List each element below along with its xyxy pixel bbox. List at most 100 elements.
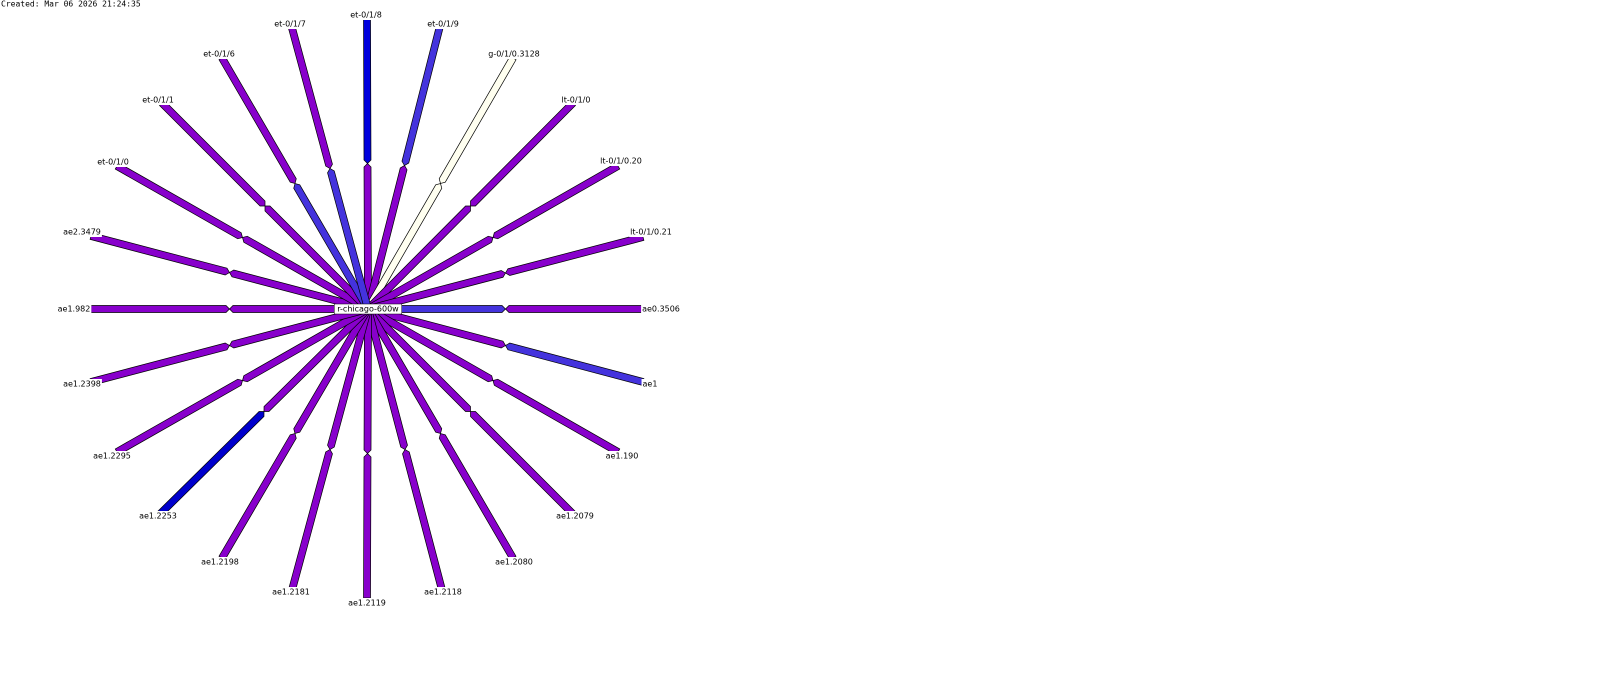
link-label-box xyxy=(138,511,178,521)
link-label-box xyxy=(423,587,463,597)
link-label-group: ae1.2198 xyxy=(200,557,240,567)
link-label-group: et-0/1/0 xyxy=(96,157,130,167)
link-label: ae1.2181 xyxy=(272,588,310,597)
link-arrow xyxy=(157,411,265,517)
link-label-box xyxy=(560,95,592,105)
link-label-group: ae1.2181 xyxy=(271,587,311,597)
link-label: ae0.3506 xyxy=(642,305,680,314)
link-label: et-0/1/6 xyxy=(203,50,235,59)
link-label-group: ae1.2119 xyxy=(347,598,387,608)
link-label-box xyxy=(273,19,307,29)
link-label-box xyxy=(641,379,659,389)
link-arrow xyxy=(492,378,621,456)
link-label: et-0/1/9 xyxy=(427,20,459,29)
link-label: et-0/1/1 xyxy=(142,96,174,105)
link-label-box xyxy=(629,227,673,237)
link-label: ae1.190 xyxy=(606,452,639,461)
link-arrow xyxy=(402,449,446,592)
link-label: ae1.982 xyxy=(58,305,91,314)
link-label-group: ae2.3479 xyxy=(62,227,102,237)
link-label-box xyxy=(487,49,541,59)
link-label-group: ae1.190 xyxy=(604,451,640,461)
link-label-group: et-0/1/1 xyxy=(141,95,175,105)
link-label: ae2.3479 xyxy=(63,228,101,237)
link-label-group: ae1 xyxy=(641,379,659,389)
link-arrow xyxy=(89,232,230,276)
link-label: et-0/1/8 xyxy=(350,11,382,20)
link-label: ae1.2295 xyxy=(93,452,131,461)
link-label-group: g-0/1/0.3128 xyxy=(487,49,541,59)
link-label: et-0/1/7 xyxy=(274,20,306,29)
link-label-group: ae0.3506 xyxy=(641,304,681,314)
created-stamp: Created: Mar 06 2026 21:24:35 xyxy=(1,0,141,9)
link-label-group: lt-0/1/0.21 xyxy=(629,227,673,237)
link-arrow xyxy=(505,305,644,313)
link-label: ae1.2080 xyxy=(495,558,533,567)
link-label-box xyxy=(202,49,236,59)
link-label: ae1.2118 xyxy=(424,588,462,597)
link-arrow xyxy=(90,305,230,313)
link-arrow xyxy=(114,162,243,240)
link-label-group: ae1.2295 xyxy=(92,451,132,461)
link-label-box xyxy=(494,557,534,567)
link-label-box xyxy=(599,156,643,166)
link-label-group: ae1.2398 xyxy=(62,379,102,389)
link-label: ae1.2398 xyxy=(63,380,101,389)
link-label-group: ae1.2080 xyxy=(494,557,534,567)
link-arrow xyxy=(114,378,243,456)
link-label: ae1.2079 xyxy=(556,512,594,521)
link-arrow xyxy=(492,162,621,240)
link-label-group: lt-0/1/0 xyxy=(560,95,592,105)
link-arrow xyxy=(470,411,576,517)
link-label: et-0/1/0 xyxy=(97,158,129,167)
link-label: lt-0/1/0 xyxy=(562,96,591,105)
link-label-box xyxy=(141,95,175,105)
link-arrow xyxy=(159,100,266,207)
link-arrow xyxy=(218,55,297,184)
link-label-group: lt-0/1/0.20 xyxy=(599,156,643,166)
node-label-group: r-chicago-600w xyxy=(334,303,402,315)
link-label-box xyxy=(426,19,460,29)
link-label: g-0/1/0.3128 xyxy=(488,50,540,59)
link-label-group: et-0/1/8 xyxy=(349,10,383,20)
link-label-box xyxy=(62,379,102,389)
link-label-box xyxy=(56,304,92,314)
link-arrow xyxy=(218,433,297,561)
link-arrow xyxy=(438,55,517,184)
link-label: lt-0/1/0.21 xyxy=(630,228,672,237)
link-label-box xyxy=(604,451,640,461)
link-label-box xyxy=(271,587,311,597)
link-label: ae1.2253 xyxy=(139,512,177,521)
link-label-box xyxy=(349,10,383,20)
link-label: ae1.2119 xyxy=(348,599,386,608)
link-label-group: ae1.2253 xyxy=(138,511,178,521)
link-label-group: et-0/1/9 xyxy=(426,19,460,29)
link-arrow xyxy=(401,20,445,166)
link-label: ae1.2198 xyxy=(201,558,239,567)
link-label: ae1 xyxy=(643,380,658,389)
link-arrow xyxy=(363,17,372,164)
link-arrow xyxy=(438,433,517,561)
link-label-group: ae1.2079 xyxy=(555,511,595,521)
node-label: r-chicago-600w xyxy=(337,305,399,314)
link-label-box xyxy=(96,157,130,167)
link-label-group: ae1.982 xyxy=(56,304,92,314)
link-arrow xyxy=(505,233,645,276)
link-arrow xyxy=(505,342,645,386)
link-label-box xyxy=(555,511,595,521)
link-label-box xyxy=(200,557,240,567)
link-label-box xyxy=(92,451,132,461)
link-arrow xyxy=(288,26,333,169)
link-label: lt-0/1/0.20 xyxy=(600,157,642,166)
link-label-box xyxy=(347,598,387,608)
node-label-box xyxy=(334,303,402,315)
link-label-group: et-0/1/7 xyxy=(273,19,307,29)
link-arrow xyxy=(363,453,372,599)
link-label-box xyxy=(641,304,681,314)
link-label-group: et-0/1/6 xyxy=(202,49,236,59)
link-arrow xyxy=(288,449,333,592)
link-arrow xyxy=(89,342,230,386)
link-arrow xyxy=(470,100,576,207)
link-label-box xyxy=(62,227,102,237)
